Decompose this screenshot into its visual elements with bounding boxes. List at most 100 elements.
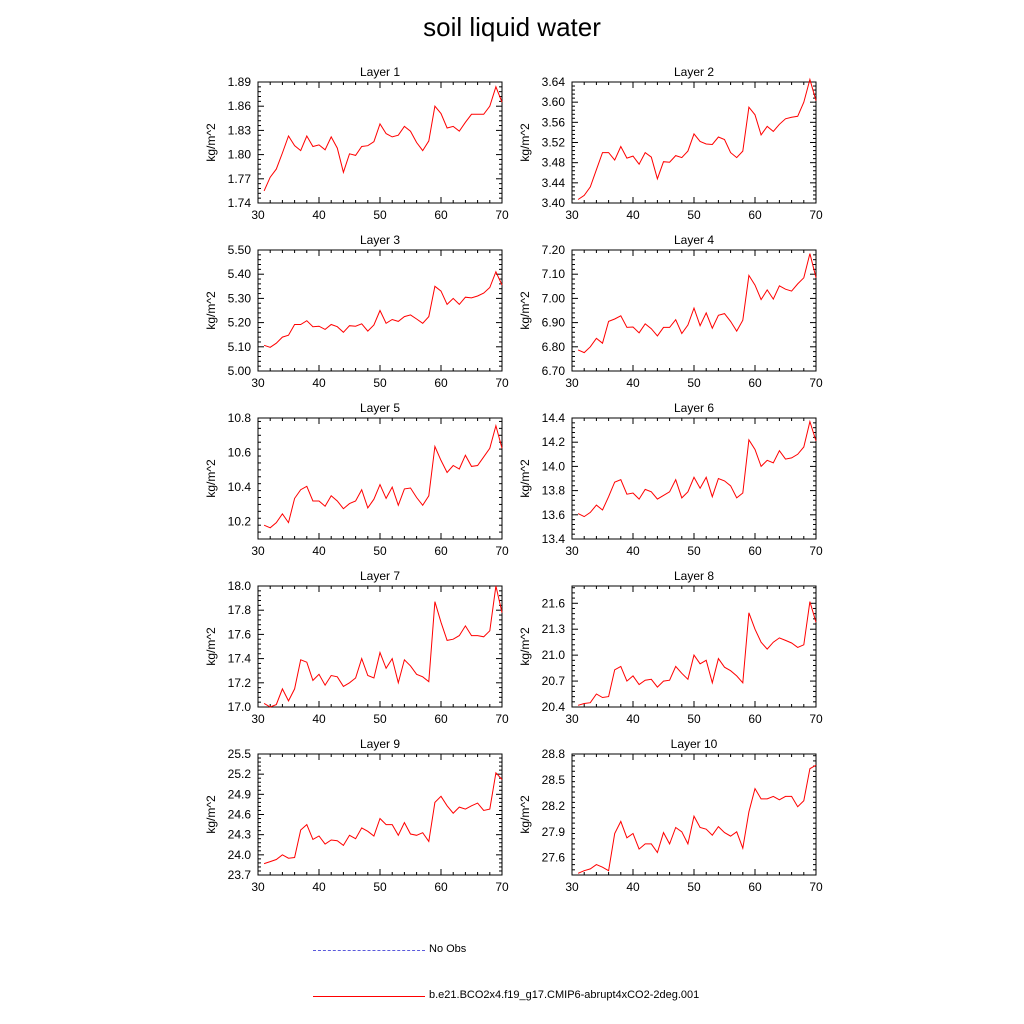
y-axis-label: kg/m^2 xyxy=(518,291,532,330)
y-tick-label: 7.10 xyxy=(542,267,566,281)
panel-title: Layer 8 xyxy=(674,569,714,583)
y-tick-label: 21.0 xyxy=(542,648,566,662)
series-line xyxy=(263,771,503,865)
y-axis-label: kg/m^2 xyxy=(518,795,532,834)
y-tick-label: 17.2 xyxy=(228,676,252,690)
y-tick-label: 14.2 xyxy=(542,435,566,449)
y-axis-label: kg/m^2 xyxy=(518,627,532,666)
x-tick-label: 40 xyxy=(626,376,640,390)
y-tick-label: 1.89 xyxy=(228,75,252,89)
x-tick-label: 40 xyxy=(626,544,640,558)
y-tick-label: 24.9 xyxy=(228,787,252,801)
panel-layer-9: Layer 9 kg/m^2 30 40 50 60 70 23.7 24.0 24.3 24.6 2… xyxy=(204,737,509,894)
x-tick-label: 60 xyxy=(434,880,448,894)
y-tick-label: 1.80 xyxy=(228,148,252,162)
y-tick-label: 5.10 xyxy=(228,340,252,354)
y-tick-label: 13.4 xyxy=(542,532,566,546)
y-tick-label: 13.6 xyxy=(542,508,566,522)
y-tick-label: 6.90 xyxy=(542,316,566,330)
x-tick-label: 50 xyxy=(687,376,701,390)
y-tick-label: 5.20 xyxy=(228,316,252,330)
y-axis-label: kg/m^2 xyxy=(518,123,532,162)
y-tick-label: 17.4 xyxy=(228,652,252,666)
x-tick-label: 70 xyxy=(495,712,509,726)
y-tick-label: 5.30 xyxy=(228,291,252,305)
y-tick-label: 5.00 xyxy=(228,364,252,378)
x-tick-label: 70 xyxy=(495,880,509,894)
x-tick-label: 60 xyxy=(434,712,448,726)
x-tick-label: 60 xyxy=(748,208,762,222)
y-axis-label: kg/m^2 xyxy=(518,459,532,498)
x-tick-label: 60 xyxy=(748,544,762,558)
x-tick-label: 30 xyxy=(251,880,265,894)
y-tick-label: 28.5 xyxy=(542,773,566,787)
y-tick-label: 10.8 xyxy=(228,411,252,425)
y-tick-label: 1.77 xyxy=(228,172,252,186)
y-tick-label: 1.74 xyxy=(228,196,252,210)
panel-layer-8: Layer 8 kg/m^2 30 40 50 60 70 20.4 20.7 21.0 21.3 2… xyxy=(518,569,823,726)
y-tick-label: 14.4 xyxy=(542,411,566,425)
y-tick-label: 6.80 xyxy=(542,340,566,354)
y-tick-label: 14.0 xyxy=(542,459,566,473)
series-line xyxy=(577,253,817,354)
x-tick-label: 60 xyxy=(434,208,448,222)
panel-title: Layer 6 xyxy=(674,401,714,415)
x-tick-label: 30 xyxy=(565,208,579,222)
y-tick-label: 21.6 xyxy=(542,596,566,610)
y-tick-label: 23.7 xyxy=(228,868,252,882)
series-line xyxy=(577,419,817,518)
y-tick-label: 7.00 xyxy=(542,291,566,305)
y-tick-label: 24.0 xyxy=(228,848,252,862)
x-tick-label: 70 xyxy=(809,544,823,558)
y-tick-label: 3.56 xyxy=(542,115,566,129)
x-tick-label: 60 xyxy=(748,376,762,390)
y-tick-label: 3.52 xyxy=(542,136,566,150)
x-tick-label: 30 xyxy=(251,544,265,558)
legend-obs-label: No Obs xyxy=(429,943,467,955)
panel-title: Layer 3 xyxy=(360,233,400,247)
panel-title: Layer 9 xyxy=(360,737,400,751)
series-line xyxy=(263,85,503,192)
x-tick-label: 40 xyxy=(312,208,326,222)
panel-layer-6: Layer 6 kg/m^2 30 40 50 60 70 13.4 13.6 13.8 14.0 1… xyxy=(518,401,823,558)
x-tick-label: 70 xyxy=(809,208,823,222)
y-axis-label: kg/m^2 xyxy=(204,795,218,834)
series-line xyxy=(263,585,503,708)
x-tick-label: 70 xyxy=(809,712,823,726)
plot-frame xyxy=(571,753,817,876)
y-tick-label: 27.6 xyxy=(542,851,566,865)
x-tick-label: 70 xyxy=(809,880,823,894)
x-tick-label: 50 xyxy=(687,880,701,894)
series-line xyxy=(263,270,503,348)
y-tick-label: 3.40 xyxy=(542,196,566,210)
x-tick-label: 50 xyxy=(373,544,387,558)
x-tick-label: 60 xyxy=(748,880,762,894)
x-tick-label: 70 xyxy=(495,544,509,558)
x-tick-label: 30 xyxy=(565,544,579,558)
y-tick-label: 25.2 xyxy=(228,767,252,781)
x-tick-label: 50 xyxy=(687,208,701,222)
y-tick-label: 3.60 xyxy=(542,95,566,109)
y-axis-label: kg/m^2 xyxy=(204,459,218,498)
x-tick-label: 70 xyxy=(495,208,509,222)
y-tick-label: 10.4 xyxy=(228,480,252,494)
y-tick-label: 25.5 xyxy=(228,747,252,761)
y-tick-label: 5.40 xyxy=(228,267,252,281)
x-tick-label: 40 xyxy=(626,208,640,222)
x-tick-label: 40 xyxy=(312,712,326,726)
legend-obs-line xyxy=(313,950,425,951)
y-tick-label: 1.86 xyxy=(228,99,252,113)
plot-frame xyxy=(571,81,817,204)
panel-title: Layer 10 xyxy=(671,737,718,751)
x-tick-label: 70 xyxy=(495,376,509,390)
series-line xyxy=(577,601,817,706)
x-tick-label: 30 xyxy=(251,376,265,390)
x-tick-label: 40 xyxy=(312,880,326,894)
y-tick-label: 7.20 xyxy=(542,243,566,257)
panel-layer-4: Layer 4 kg/m^2 30 40 50 60 70 6.70 6.80 6.90 7.00 7… xyxy=(518,233,823,390)
y-tick-label: 17.6 xyxy=(228,627,252,641)
y-tick-label: 3.48 xyxy=(542,156,566,170)
x-tick-label: 50 xyxy=(687,544,701,558)
y-tick-label: 20.4 xyxy=(542,700,566,714)
